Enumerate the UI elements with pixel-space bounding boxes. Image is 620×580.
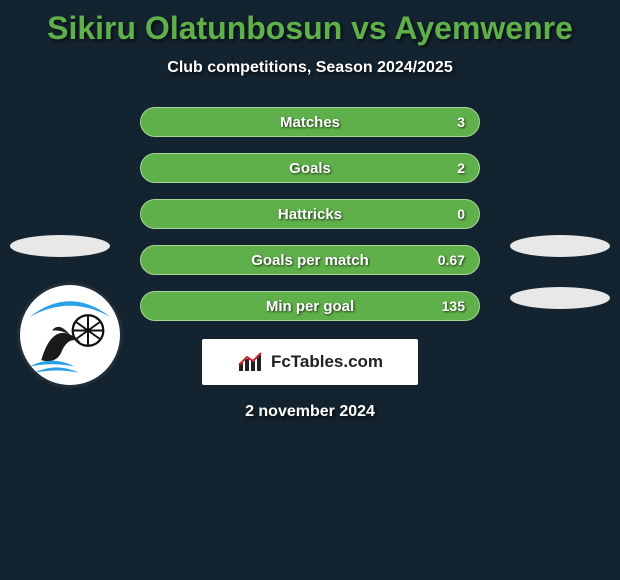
source-logo[interactable]: FcTables.com: [202, 339, 418, 385]
stats-list: Matches 3 Goals 2 Hattricks 0 Goals per …: [140, 107, 480, 321]
stat-row-matches: Matches 3: [140, 107, 480, 137]
stat-label: Min per goal: [266, 298, 354, 315]
stat-row-hattricks: Hattricks 0: [140, 199, 480, 229]
stat-label: Goals: [289, 160, 331, 177]
stat-value: 135: [442, 298, 465, 314]
stat-label: Goals per match: [251, 252, 369, 269]
stat-row-min-per-goal: Min per goal 135: [140, 291, 480, 321]
stat-value: 0: [457, 206, 465, 222]
player-right-placeholder-1: [510, 235, 610, 257]
stat-label: Matches: [280, 114, 340, 131]
player-left-avatar: [20, 285, 120, 385]
stat-value: 0.67: [438, 252, 465, 268]
comparison-panel: Matches 3 Goals 2 Hattricks 0 Goals per …: [0, 107, 620, 421]
stat-label: Hattricks: [278, 206, 342, 223]
stat-value: 2: [457, 160, 465, 176]
stat-row-goals: Goals 2: [140, 153, 480, 183]
subtitle: Club competitions, Season 2024/2025: [0, 59, 620, 77]
dolphin-club-logo-icon: [25, 290, 115, 380]
bar-chart-icon: [237, 351, 265, 373]
stat-value: 3: [457, 114, 465, 130]
player-right-placeholder-2: [510, 287, 610, 309]
page-title: Sikiru Olatunbosun vs Ayemwenre: [0, 0, 620, 47]
source-logo-text: FcTables.com: [271, 352, 383, 372]
date-label: 2 november 2024: [0, 403, 620, 421]
stat-row-goals-per-match: Goals per match 0.67: [140, 245, 480, 275]
player-left-placeholder-1: [10, 235, 110, 257]
